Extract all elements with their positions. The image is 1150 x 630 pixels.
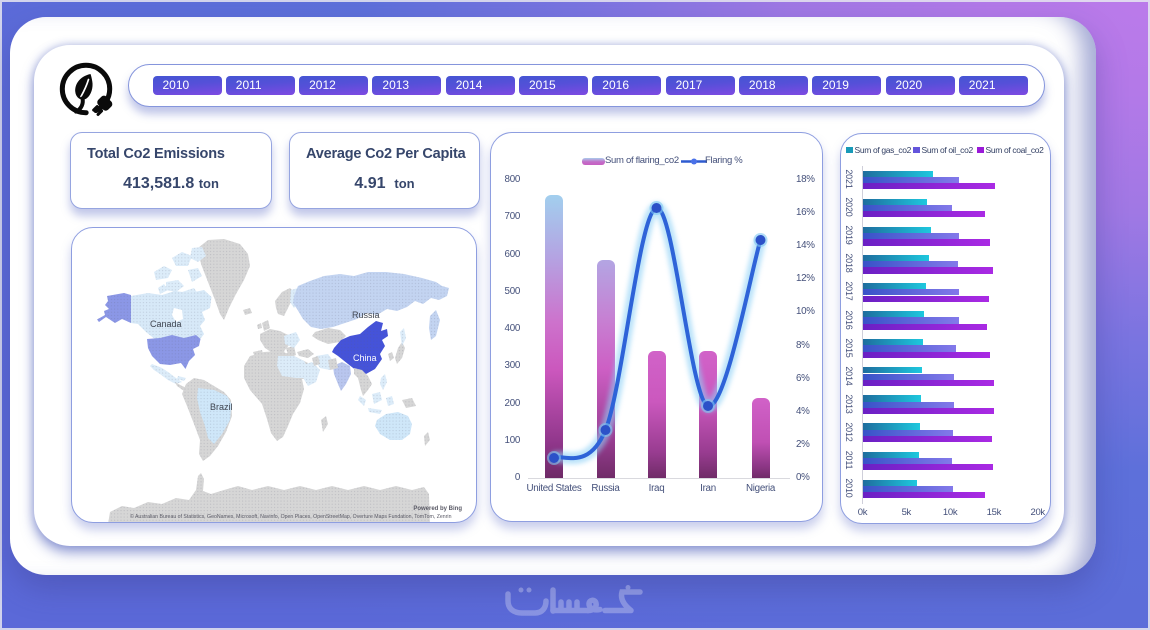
svg-text:Russia: Russia bbox=[352, 310, 380, 320]
svg-text:China: China bbox=[353, 353, 377, 363]
svg-text:Brazil: Brazil bbox=[210, 402, 233, 412]
svg-text:Canada: Canada bbox=[150, 319, 182, 329]
